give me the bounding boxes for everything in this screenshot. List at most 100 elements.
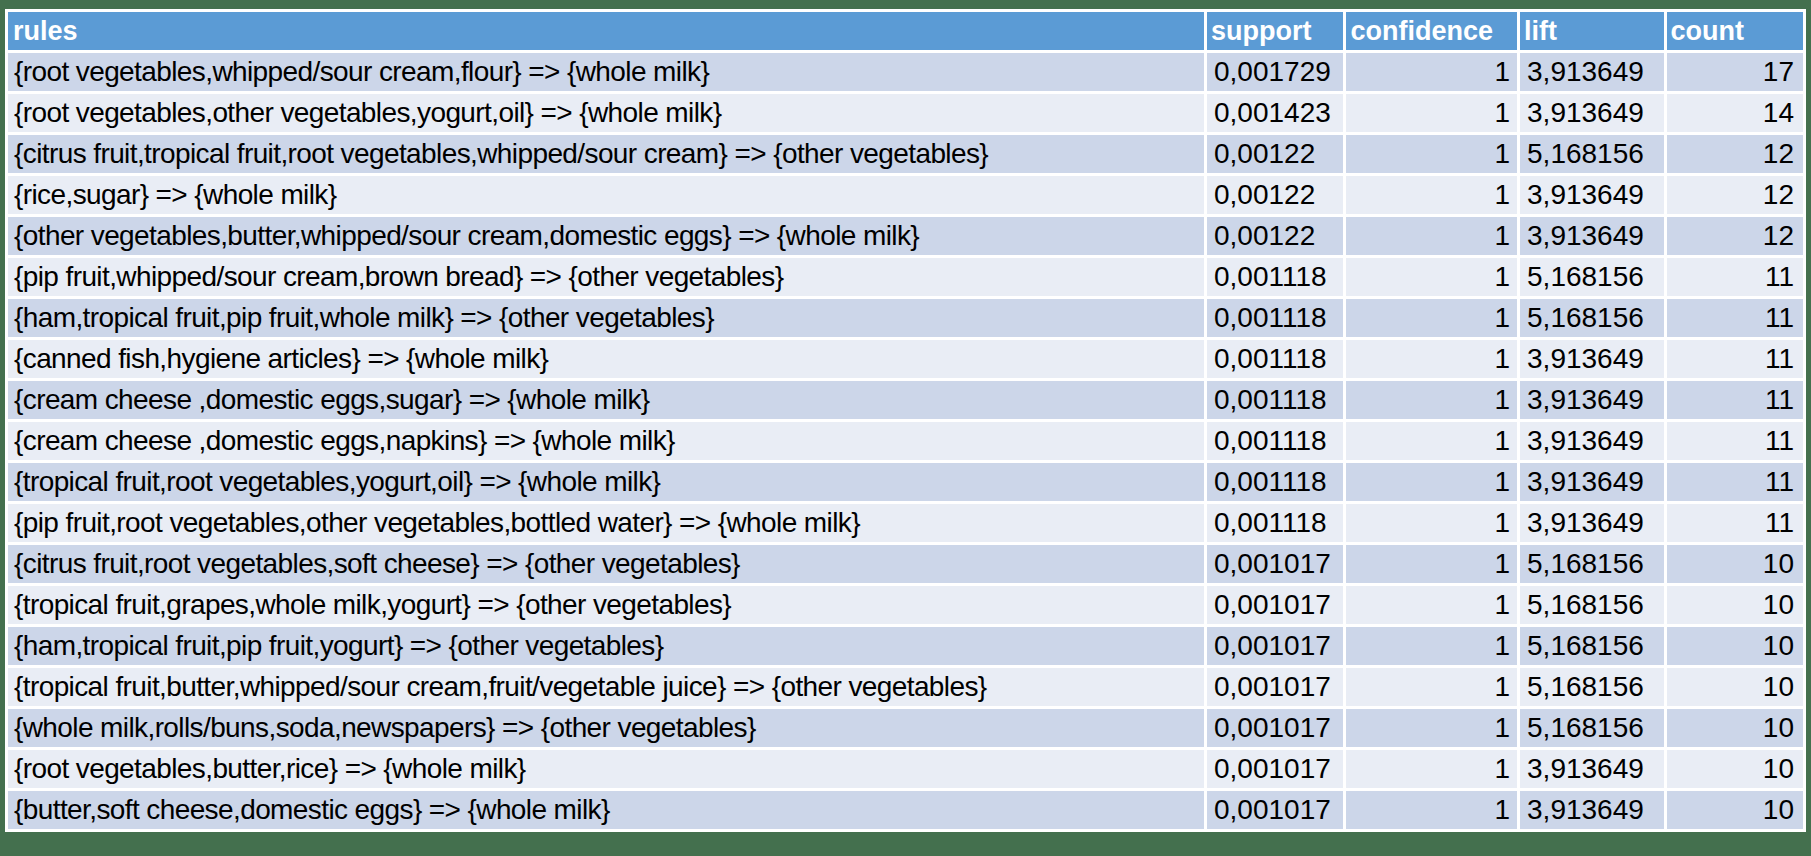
rule-cell[interactable]: {rice,sugar} => {whole milk} xyxy=(8,176,1204,214)
column-header-lift[interactable]: lift xyxy=(1520,12,1663,50)
confidence-cell[interactable]: 1 xyxy=(1346,53,1517,91)
rule-cell[interactable]: {canned fish,hygiene articles} => {whole… xyxy=(8,340,1204,378)
confidence-cell[interactable]: 1 xyxy=(1346,299,1517,337)
lift-cell[interactable]: 3,913649 xyxy=(1520,94,1663,132)
confidence-cell[interactable]: 1 xyxy=(1346,340,1517,378)
lift-cell[interactable]: 3,913649 xyxy=(1520,463,1663,501)
rule-cell[interactable]: {citrus fruit,tropical fruit,root vegeta… xyxy=(8,135,1204,173)
lift-cell[interactable]: 5,168156 xyxy=(1520,709,1663,747)
count-cell[interactable]: 10 xyxy=(1667,586,1804,624)
confidence-cell[interactable]: 1 xyxy=(1346,258,1517,296)
confidence-cell[interactable]: 1 xyxy=(1346,463,1517,501)
support-cell[interactable]: 0,001118 xyxy=(1207,463,1343,501)
support-cell[interactable]: 0,00122 xyxy=(1207,135,1343,173)
rule-cell[interactable]: {pip fruit,whipped/sour cream,brown brea… xyxy=(8,258,1204,296)
count-cell[interactable]: 12 xyxy=(1667,135,1804,173)
lift-cell[interactable]: 5,168156 xyxy=(1520,545,1663,583)
confidence-cell[interactable]: 1 xyxy=(1346,135,1517,173)
support-cell[interactable]: 0,00122 xyxy=(1207,176,1343,214)
support-cell[interactable]: 0,001017 xyxy=(1207,709,1343,747)
count-cell[interactable]: 11 xyxy=(1667,504,1804,542)
confidence-cell[interactable]: 1 xyxy=(1346,422,1517,460)
count-cell[interactable]: 11 xyxy=(1667,381,1804,419)
lift-cell[interactable]: 3,913649 xyxy=(1520,53,1663,91)
rule-cell[interactable]: {tropical fruit,butter,whipped/sour crea… xyxy=(8,668,1204,706)
rule-cell[interactable]: {other vegetables,butter,whipped/sour cr… xyxy=(8,217,1204,255)
rule-cell[interactable]: {root vegetables,other vegetables,yogurt… xyxy=(8,94,1204,132)
count-cell[interactable]: 12 xyxy=(1667,217,1804,255)
count-cell[interactable]: 14 xyxy=(1667,94,1804,132)
confidence-cell[interactable]: 1 xyxy=(1346,791,1517,829)
count-cell[interactable]: 10 xyxy=(1667,709,1804,747)
support-cell[interactable]: 0,001729 xyxy=(1207,53,1343,91)
support-cell[interactable]: 0,001118 xyxy=(1207,340,1343,378)
confidence-cell[interactable]: 1 xyxy=(1346,504,1517,542)
support-cell[interactable]: 0,001017 xyxy=(1207,668,1343,706)
confidence-cell[interactable]: 1 xyxy=(1346,381,1517,419)
lift-cell[interactable]: 3,913649 xyxy=(1520,422,1663,460)
lift-cell[interactable]: 3,913649 xyxy=(1520,750,1663,788)
count-cell[interactable]: 10 xyxy=(1667,668,1804,706)
rule-cell[interactable]: {pip fruit,root vegetables,other vegetab… xyxy=(8,504,1204,542)
support-cell[interactable]: 0,001017 xyxy=(1207,545,1343,583)
count-cell[interactable]: 10 xyxy=(1667,545,1804,583)
support-cell[interactable]: 0,001118 xyxy=(1207,258,1343,296)
count-cell[interactable]: 11 xyxy=(1667,422,1804,460)
rule-cell[interactable]: {tropical fruit,grapes,whole milk,yogurt… xyxy=(8,586,1204,624)
lift-cell[interactable]: 3,913649 xyxy=(1520,176,1663,214)
rule-cell[interactable]: {butter,soft cheese,domestic eggs} => {w… xyxy=(8,791,1204,829)
lift-cell[interactable]: 5,168156 xyxy=(1520,586,1663,624)
support-cell[interactable]: 0,001118 xyxy=(1207,504,1343,542)
rule-cell[interactable]: {tropical fruit,root vegetables,yogurt,o… xyxy=(8,463,1204,501)
rule-cell[interactable]: {whole milk,rolls/buns,soda,newspapers} … xyxy=(8,709,1204,747)
support-cell[interactable]: 0,001118 xyxy=(1207,381,1343,419)
count-cell[interactable]: 12 xyxy=(1667,176,1804,214)
lift-cell[interactable]: 3,913649 xyxy=(1520,791,1663,829)
rule-cell[interactable]: {ham,tropical fruit,pip fruit,whole milk… xyxy=(8,299,1204,337)
lift-cell[interactable]: 5,168156 xyxy=(1520,258,1663,296)
confidence-cell[interactable]: 1 xyxy=(1346,217,1517,255)
confidence-cell[interactable]: 1 xyxy=(1346,709,1517,747)
rule-cell[interactable]: {citrus fruit,root vegetables,soft chees… xyxy=(8,545,1204,583)
support-cell[interactable]: 0,001118 xyxy=(1207,299,1343,337)
lift-cell[interactable]: 5,168156 xyxy=(1520,668,1663,706)
confidence-cell[interactable]: 1 xyxy=(1346,94,1517,132)
confidence-cell[interactable]: 1 xyxy=(1346,668,1517,706)
confidence-cell[interactable]: 1 xyxy=(1346,627,1517,665)
column-header-rules[interactable]: rules xyxy=(8,12,1204,50)
column-header-confidence[interactable]: confidence xyxy=(1346,12,1517,50)
lift-cell[interactable]: 5,168156 xyxy=(1520,627,1663,665)
count-cell[interactable]: 10 xyxy=(1667,750,1804,788)
count-cell[interactable]: 17 xyxy=(1667,53,1804,91)
lift-cell[interactable]: 5,168156 xyxy=(1520,299,1663,337)
lift-cell[interactable]: 5,168156 xyxy=(1520,135,1663,173)
rule-cell[interactable]: {cream cheese ,domestic eggs,napkins} =>… xyxy=(8,422,1204,460)
rule-cell[interactable]: {ham,tropical fruit,pip fruit,yogurt} =>… xyxy=(8,627,1204,665)
count-cell[interactable]: 11 xyxy=(1667,340,1804,378)
lift-cell[interactable]: 3,913649 xyxy=(1520,217,1663,255)
support-cell[interactable]: 0,00122 xyxy=(1207,217,1343,255)
lift-cell[interactable]: 3,913649 xyxy=(1520,504,1663,542)
support-cell[interactable]: 0,001017 xyxy=(1207,791,1343,829)
rule-cell[interactable]: {root vegetables,butter,rice} => {whole … xyxy=(8,750,1204,788)
confidence-cell[interactable]: 1 xyxy=(1346,545,1517,583)
count-cell[interactable]: 11 xyxy=(1667,258,1804,296)
count-cell[interactable]: 10 xyxy=(1667,791,1804,829)
support-cell[interactable]: 0,001423 xyxy=(1207,94,1343,132)
confidence-cell[interactable]: 1 xyxy=(1346,750,1517,788)
column-header-support[interactable]: support xyxy=(1207,12,1343,50)
support-cell[interactable]: 0,001017 xyxy=(1207,750,1343,788)
count-cell[interactable]: 11 xyxy=(1667,463,1804,501)
support-cell[interactable]: 0,001118 xyxy=(1207,422,1343,460)
rule-cell[interactable]: {cream cheese ,domestic eggs,sugar} => {… xyxy=(8,381,1204,419)
count-cell[interactable]: 10 xyxy=(1667,627,1804,665)
column-header-count[interactable]: count xyxy=(1667,12,1804,50)
support-cell[interactable]: 0,001017 xyxy=(1207,627,1343,665)
confidence-cell[interactable]: 1 xyxy=(1346,176,1517,214)
lift-cell[interactable]: 3,913649 xyxy=(1520,381,1663,419)
confidence-cell[interactable]: 1 xyxy=(1346,586,1517,624)
rule-cell[interactable]: {root vegetables,whipped/sour cream,flou… xyxy=(8,53,1204,91)
lift-cell[interactable]: 3,913649 xyxy=(1520,340,1663,378)
count-cell[interactable]: 11 xyxy=(1667,299,1804,337)
support-cell[interactable]: 0,001017 xyxy=(1207,586,1343,624)
